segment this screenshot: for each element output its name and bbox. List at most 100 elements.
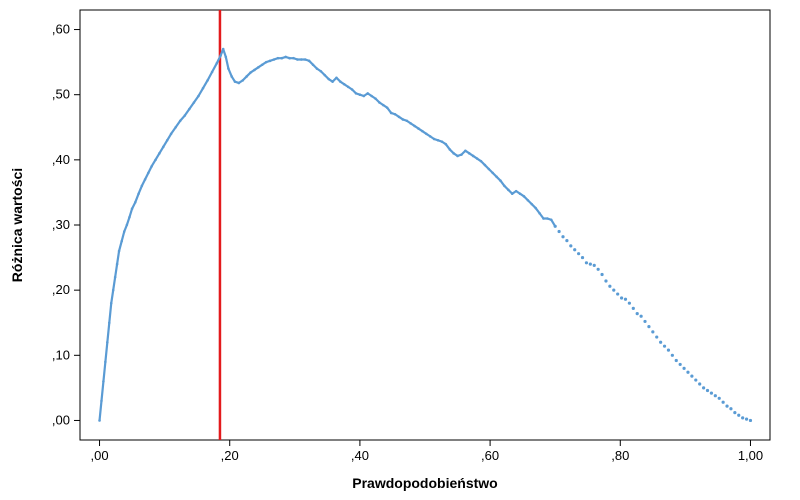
x-tick-label: 1,00: [738, 448, 763, 463]
x-tick-label: ,40: [351, 448, 369, 463]
series-point: [281, 57, 284, 60]
series-point: [484, 164, 487, 167]
series-point: [193, 101, 196, 104]
series-point: [722, 401, 725, 404]
series-point: [323, 74, 326, 77]
series-point: [632, 307, 635, 310]
series-point: [131, 207, 134, 210]
series-point: [370, 95, 373, 98]
series-point: [359, 93, 362, 96]
series-point: [429, 135, 432, 138]
y-tick-label: ,20: [52, 282, 70, 297]
series-point: [620, 296, 623, 299]
series-point: [249, 71, 252, 74]
series-point: [126, 224, 129, 227]
series-point: [741, 416, 744, 419]
series-point: [527, 199, 530, 202]
series-point: [604, 279, 607, 282]
series-point: [288, 57, 291, 60]
series-point: [150, 165, 153, 168]
series-point: [114, 276, 117, 279]
series-point: [682, 367, 685, 370]
series-point: [102, 380, 105, 383]
series-point: [409, 122, 412, 125]
series-point: [366, 92, 369, 95]
series-point: [241, 79, 244, 82]
series-point: [144, 178, 147, 181]
series-point: [569, 244, 572, 247]
x-tick-label: ,20: [221, 448, 239, 463]
series-point: [166, 139, 169, 142]
series-point: [437, 139, 440, 142]
series-point: [523, 195, 526, 198]
series-point: [608, 285, 611, 288]
y-tick-label: ,60: [52, 22, 70, 37]
series-point: [694, 378, 697, 381]
series-point: [118, 250, 121, 253]
series-point: [476, 157, 479, 160]
series-point: [120, 240, 123, 243]
series-point: [733, 411, 736, 414]
series-point: [593, 264, 596, 267]
series-point: [134, 201, 137, 204]
series-point: [710, 391, 713, 394]
series-point: [737, 414, 740, 417]
series-point: [647, 325, 650, 328]
series-point: [106, 341, 109, 344]
series-point: [327, 78, 330, 81]
series-point: [188, 108, 191, 111]
y-axis-title: Różnica wartości: [9, 168, 25, 282]
series-point: [421, 130, 424, 133]
series-point: [557, 230, 560, 233]
series-point: [108, 321, 111, 324]
x-tick-label: ,00: [90, 448, 108, 463]
series-point: [441, 140, 444, 143]
series-point: [394, 113, 397, 116]
series-point: [640, 315, 643, 318]
series-point: [382, 104, 385, 107]
series-point: [137, 192, 140, 195]
series-point: [147, 172, 150, 175]
series-point: [363, 95, 366, 98]
series-point: [154, 159, 157, 162]
series-point: [503, 185, 506, 188]
series-point: [234, 80, 237, 83]
x-tick-label: ,60: [481, 448, 499, 463]
series-point: [304, 58, 307, 61]
series-point: [273, 58, 276, 61]
y-tick-label: ,40: [52, 152, 70, 167]
series-point: [675, 359, 678, 362]
series-point: [507, 189, 510, 192]
series-point: [378, 101, 381, 104]
series-point: [679, 363, 682, 366]
series-point: [257, 66, 260, 69]
series-point: [445, 143, 448, 146]
series-point: [519, 192, 522, 195]
series-point: [460, 153, 463, 156]
series-point: [215, 62, 218, 65]
series-point: [612, 289, 615, 292]
series-point: [542, 217, 545, 220]
series-point: [343, 83, 346, 86]
series-point: [158, 152, 161, 155]
series-point: [222, 48, 225, 51]
series-point: [706, 389, 709, 392]
series-point: [577, 252, 580, 255]
series-point: [581, 256, 584, 259]
series-point: [534, 207, 537, 210]
series-point: [202, 87, 205, 90]
series-point: [219, 54, 222, 57]
series-point: [284, 56, 287, 59]
series-point: [339, 80, 342, 83]
series-point: [636, 312, 639, 315]
series-point: [702, 386, 705, 389]
series-point: [745, 418, 748, 421]
series-point: [433, 138, 436, 141]
series-point: [456, 155, 459, 158]
series-point: [245, 75, 248, 78]
series-point: [179, 119, 182, 122]
series-point: [265, 61, 268, 64]
line-chart: ,00,20,40,60,801,00,00,10,20,30,40,50,60…: [0, 0, 800, 500]
series-point: [225, 56, 228, 59]
series-point: [123, 230, 126, 233]
